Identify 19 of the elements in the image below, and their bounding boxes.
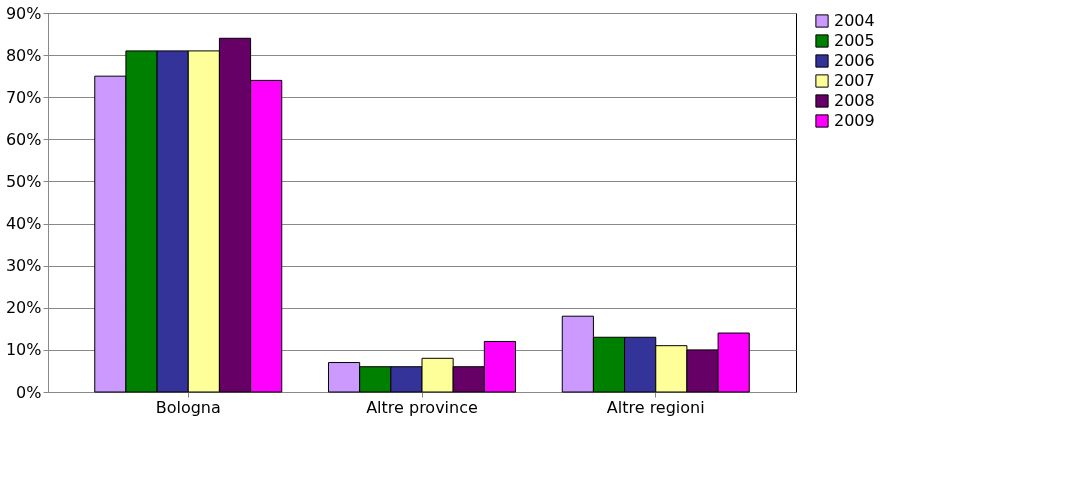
legend-label: 2005 (834, 31, 875, 50)
legend-label: 2007 (834, 71, 875, 90)
legend-label: 2008 (834, 91, 875, 110)
y-tick-label: 90% (5, 3, 42, 23)
y-tick-label: 10% (5, 340, 42, 360)
y-tick-label: 20% (5, 298, 42, 318)
y-tick-label: 40% (5, 214, 42, 234)
y-tick-label: 50% (5, 171, 42, 191)
legend-label: 2009 (834, 111, 875, 130)
legend-label: 2006 (834, 51, 875, 70)
y-tick-label: 0% (16, 382, 42, 402)
y-tick-label: 60% (5, 129, 42, 149)
y-tick-label: 30% (5, 256, 42, 276)
y-tick-label: 80% (5, 45, 42, 65)
x-tick-label: Altre province (366, 397, 478, 417)
y-tick-label: 70% (5, 87, 42, 107)
legend-label: 2004 (834, 11, 875, 30)
x-tick-label: Altre regioni (606, 397, 705, 417)
x-tick-label: Bologna (155, 397, 221, 417)
